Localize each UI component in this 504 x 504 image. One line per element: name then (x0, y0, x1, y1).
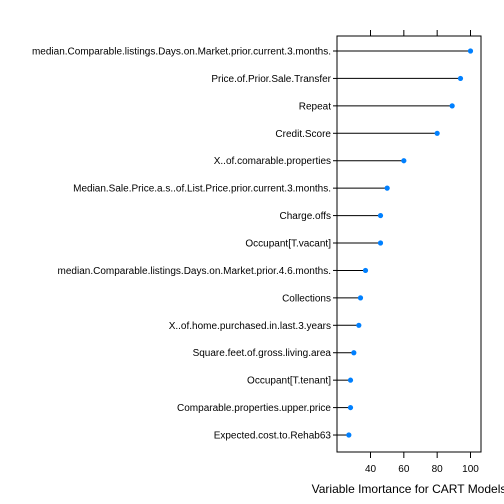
category-label: Square.feet.of.gross.living.area (193, 348, 332, 359)
importance-point (434, 130, 440, 136)
importance-lines (337, 50, 471, 436)
importance-point (401, 158, 407, 164)
category-label: X..of.home.purchased.in.last.3.years (169, 321, 331, 332)
x-tick-label: 60 (398, 464, 410, 475)
importance-point (449, 103, 455, 109)
category-ticks (333, 50, 337, 436)
importance-point (347, 377, 354, 383)
importance-point (384, 185, 390, 191)
category-label: Charge.offs (279, 211, 331, 222)
category-label: median.Comparable.listings.Days.on.Marke… (32, 47, 331, 58)
importance-point (362, 267, 369, 274)
category-label: Price.of.Prior.Sale.Transfer (211, 74, 331, 85)
importance-point (377, 240, 384, 246)
importance-point (467, 48, 474, 54)
importance-point (357, 295, 364, 301)
importance-points (346, 48, 474, 438)
category-label: Comparable.properties.upper.price (177, 403, 331, 414)
bottom-axis-ticks (370, 452, 471, 458)
category-label: Median.Sale.Price.a.s..of.List.Price.pri… (73, 184, 331, 195)
importance-point (377, 212, 384, 219)
x-tick-label: 40 (365, 464, 377, 475)
importance-point (346, 432, 352, 438)
x-tick-label: 80 (432, 464, 444, 475)
plot-frame (336, 35, 482, 453)
importance-point (351, 350, 357, 356)
category-label: median.Comparable.listings.Days.on.Marke… (58, 266, 331, 277)
x-axis-title: Variable Imortance for CART Models (312, 482, 504, 496)
x-tick-label: 100 (462, 464, 479, 475)
category-label: Credit.Score (275, 129, 331, 140)
category-label: Expected.cost.to.Rehab63 (214, 431, 332, 442)
top-axis-ticks (370, 30, 471, 36)
x-tick-labels: 40 60 80 100 (365, 464, 479, 475)
category-label: X..of.comarable.properties (214, 156, 331, 167)
category-label: Repeat (299, 101, 331, 112)
importance-point (347, 404, 354, 411)
category-label: Occupant[T.tenant] (247, 376, 331, 387)
category-label: Collections (282, 293, 331, 304)
importance-point (356, 322, 362, 328)
category-labels: median.Comparable.listings.Days.on.Marke… (32, 47, 332, 442)
category-label: Occupant[T.vacant] (245, 239, 331, 250)
importance-point (457, 75, 464, 82)
